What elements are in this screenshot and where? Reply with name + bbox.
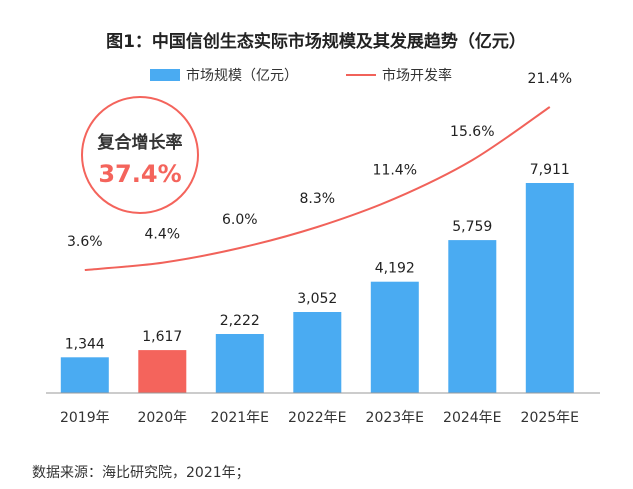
line-value-label: 3.6%: [67, 234, 103, 250]
bar: [60, 357, 109, 393]
legend-bar-label: 市场规模（亿元）: [186, 67, 298, 84]
x-axis-ticks: 2019年 2020年 2021年E 2022年E 2023年E 2024年E 2025年E: [60, 410, 579, 426]
growth-rate-line: [84, 106, 551, 271]
x-tick-label: 2021年E: [211, 410, 269, 426]
bar: [370, 281, 419, 393]
bar: [138, 350, 187, 393]
x-tick-label: 2025年E: [521, 410, 579, 426]
bar: [215, 334, 264, 393]
line-value-label: 8.3%: [300, 191, 336, 207]
chart-title: 图1：中国信创生态实际市场规模及其发展趋势（亿元）: [106, 31, 526, 52]
bar-value-label: 2,222: [220, 313, 260, 329]
bar-value-label: 7,911: [530, 162, 570, 178]
cagr-annotation: 复合增长率 37.4%: [81, 96, 199, 214]
bar-value-label: 3,052: [297, 291, 337, 307]
bar-value-label: 4,192: [375, 261, 415, 277]
cagr-label: 复合增长率: [97, 132, 183, 153]
line-value-label: 6.0%: [222, 212, 258, 228]
x-tick-label: 2019年: [60, 410, 110, 426]
line-value-label: 4.4%: [145, 227, 181, 243]
bar: [293, 312, 342, 393]
line-value-label: 21.4%: [528, 71, 572, 87]
bar-series: 1,344 1,617 2,222 3,052 4,192 5,759 7,911: [60, 162, 574, 393]
x-tick-label: 2024年E: [443, 410, 501, 426]
x-tick-label: 2023年E: [366, 410, 424, 426]
legend: 市场规模（亿元） 市场开发率: [150, 67, 452, 84]
legend-line-label: 市场开发率: [382, 67, 452, 84]
line-series: 3.6% 4.4% 6.0% 8.3% 11.4% 15.6% 21.4%: [67, 71, 572, 271]
cagr-value: 37.4%: [98, 160, 181, 188]
source-note: 数据来源：海比研究院，2021年；: [32, 465, 250, 481]
bar-value-label: 5,759: [452, 219, 492, 235]
bar: [525, 183, 574, 393]
bar-value-label: 1,344: [65, 336, 105, 352]
bar-value-label: 1,617: [142, 329, 182, 345]
line-value-label: 15.6%: [450, 124, 494, 140]
line-value-label: 11.4%: [373, 163, 417, 179]
x-tick-label: 2020年: [137, 410, 187, 426]
bar: [448, 240, 497, 393]
cagr-circle: [81, 96, 199, 214]
x-tick-label: 2022年E: [288, 410, 346, 426]
legend-bar-swatch: [150, 69, 180, 81]
